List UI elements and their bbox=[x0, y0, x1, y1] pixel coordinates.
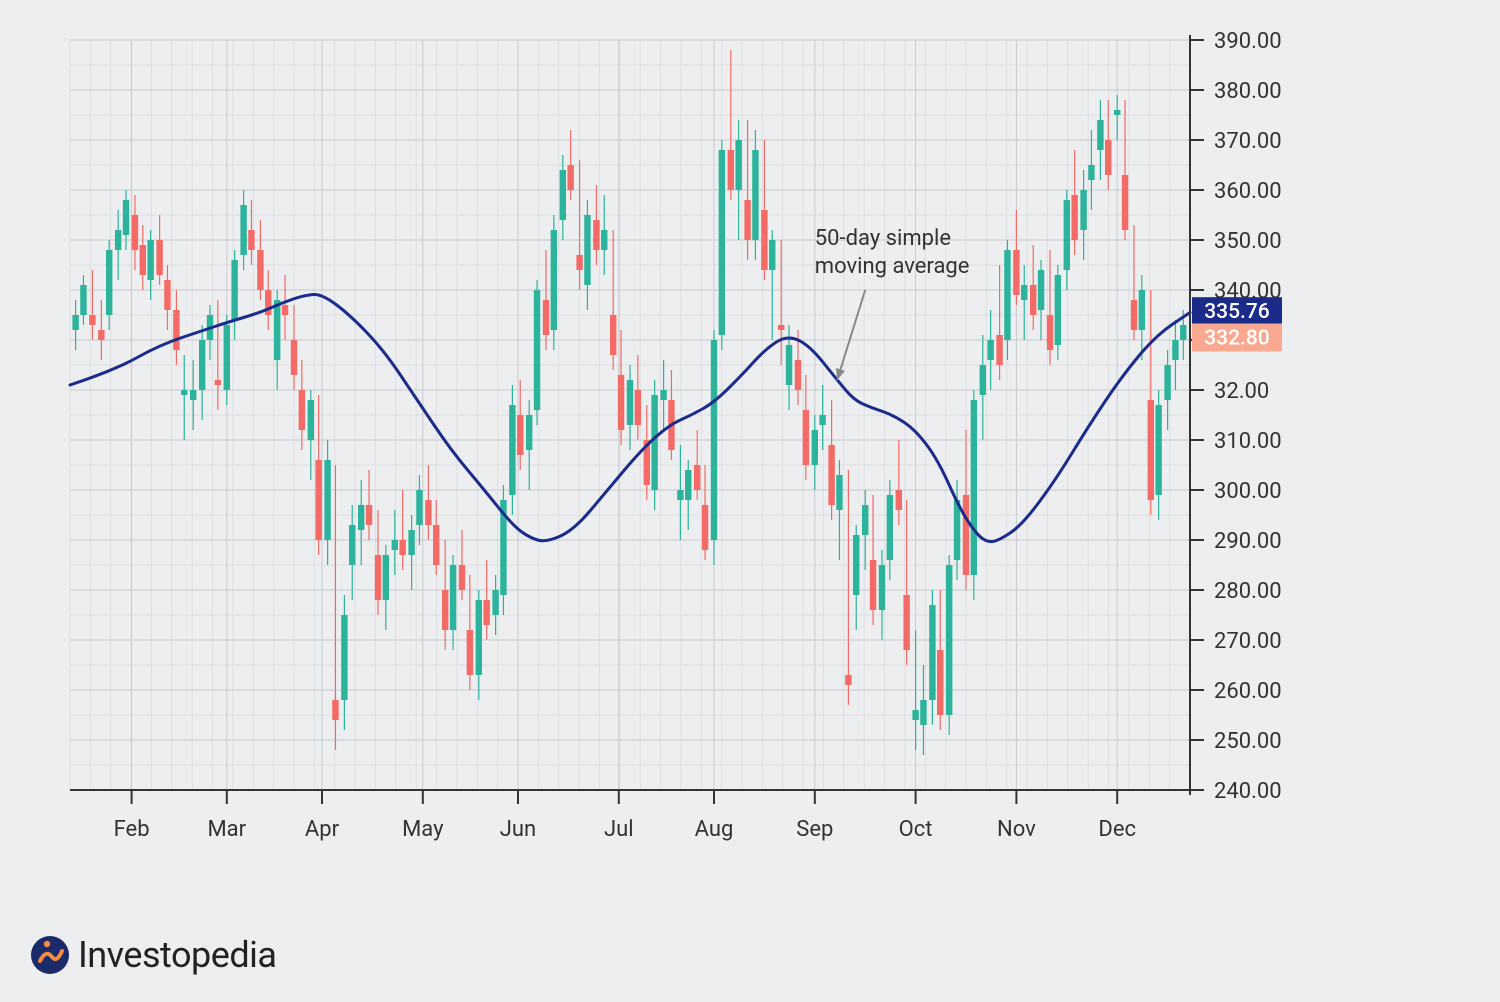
svg-text:335.76: 335.76 bbox=[1204, 300, 1270, 324]
svg-text:332.80: 332.80 bbox=[1204, 327, 1270, 351]
svg-text:Dec: Dec bbox=[1098, 817, 1136, 842]
svg-text:Jul: Jul bbox=[604, 817, 634, 842]
svg-text:380.00: 380.00 bbox=[1214, 79, 1282, 104]
chart-container: 240.00 250.00 260.00 270.00 280.00 290.00 300.… bbox=[0, 0, 1500, 998]
svg-text:Apr: Apr bbox=[305, 817, 340, 842]
svg-text:May: May bbox=[402, 817, 444, 842]
logo-icon bbox=[30, 935, 70, 975]
svg-text:32.00: 32.00 bbox=[1214, 379, 1269, 404]
svg-text:290.00: 290.00 bbox=[1214, 529, 1282, 554]
svg-text:280.00: 280.00 bbox=[1214, 579, 1282, 604]
svg-text:370.00: 370.00 bbox=[1214, 129, 1282, 154]
svg-text:Aug: Aug bbox=[695, 817, 734, 842]
svg-text:Feb: Feb bbox=[114, 817, 150, 842]
svg-text:390.00: 390.00 bbox=[1214, 29, 1282, 54]
svg-text:Sep: Sep bbox=[796, 817, 833, 842]
candlestick-chart: 240.00 250.00 260.00 270.00 280.00 290.00 300.… bbox=[0, 0, 1500, 998]
svg-text:Mar: Mar bbox=[207, 817, 246, 842]
svg-text:270.00: 270.00 bbox=[1214, 629, 1282, 654]
sma-annotation: 50-day simple moving average bbox=[815, 225, 970, 280]
svg-text:350.00: 350.00 bbox=[1214, 229, 1282, 254]
svg-text:Oct: Oct bbox=[899, 817, 933, 842]
svg-text:300.00: 300.00 bbox=[1214, 479, 1282, 504]
svg-text:360.00: 360.00 bbox=[1214, 179, 1282, 204]
brand-logo: Investopedia bbox=[30, 934, 276, 976]
svg-text:Nov: Nov bbox=[997, 817, 1036, 842]
svg-text:310.00: 310.00 bbox=[1214, 429, 1282, 454]
svg-text:Jun: Jun bbox=[500, 817, 536, 842]
logo-text: Investopedia bbox=[78, 934, 276, 976]
svg-text:250.00: 250.00 bbox=[1214, 729, 1282, 754]
svg-text:260.00: 260.00 bbox=[1214, 679, 1282, 704]
svg-text:240.00: 240.00 bbox=[1214, 779, 1282, 804]
